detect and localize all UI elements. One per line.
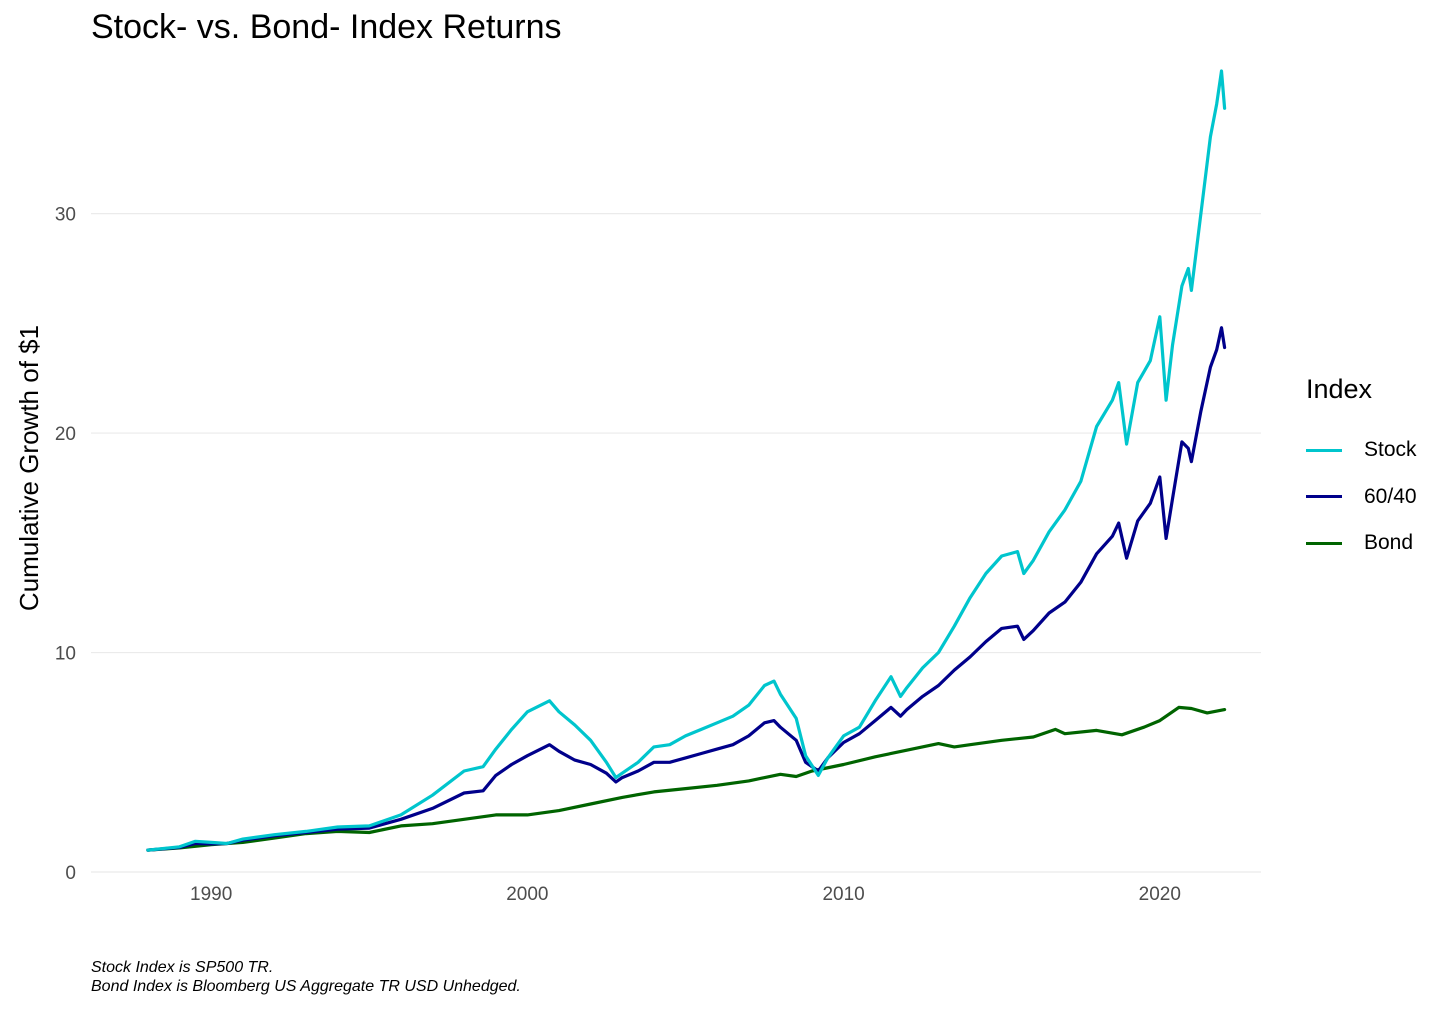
legend-item-bond: Bond [1306,520,1417,567]
y-tick-label: 0 [65,863,76,884]
x-tick-label: 1990 [190,884,232,905]
x-tick-label: 2000 [506,884,548,905]
y-tick-label: 20 [55,424,76,445]
legend-label: Stock [1364,438,1417,462]
y-axis-title: Cumulative Growth of $1 [14,325,44,611]
legend-item-stock: Stock [1306,427,1417,474]
legend-label: 60/40 [1364,484,1417,508]
x-axis-ticks: 1990 2000 2010 2020 [190,884,1181,905]
caption-line-bond: Bond Index is Bloomberg US Aggregate TR … [91,978,521,995]
legend-key [1306,495,1342,499]
series-lines [146,69,1227,852]
y-tick-label: 30 [55,205,76,226]
y-axis-ticks: 0 10 20 30 [55,205,76,884]
legend-label: Bond [1364,531,1414,555]
x-tick-label: 2020 [1139,884,1181,905]
series-line-stock [146,69,1227,852]
legend-key [1306,541,1342,545]
caption-line-stock: Stock Index is SP500 TR. [91,959,274,976]
chart-title: Stock- vs. Bond- Index Returns [91,8,562,46]
grid-lines [91,213,1261,873]
y-tick-label: 10 [55,644,76,665]
legend-items: Stock 60/40 Bond [1306,427,1417,567]
x-tick-label: 2010 [822,884,864,905]
legend-key [1306,448,1342,452]
caption: Stock Index is SP500 TR. Bond Index is B… [91,958,521,996]
legend-title: Index [1306,374,1373,404]
series-line-bond [146,705,1227,852]
legend-item-60-40: 60/40 [1306,474,1417,521]
legend: Index Stock 60/40 Bond [1306,374,1417,567]
series-line-60-40 [146,326,1227,852]
